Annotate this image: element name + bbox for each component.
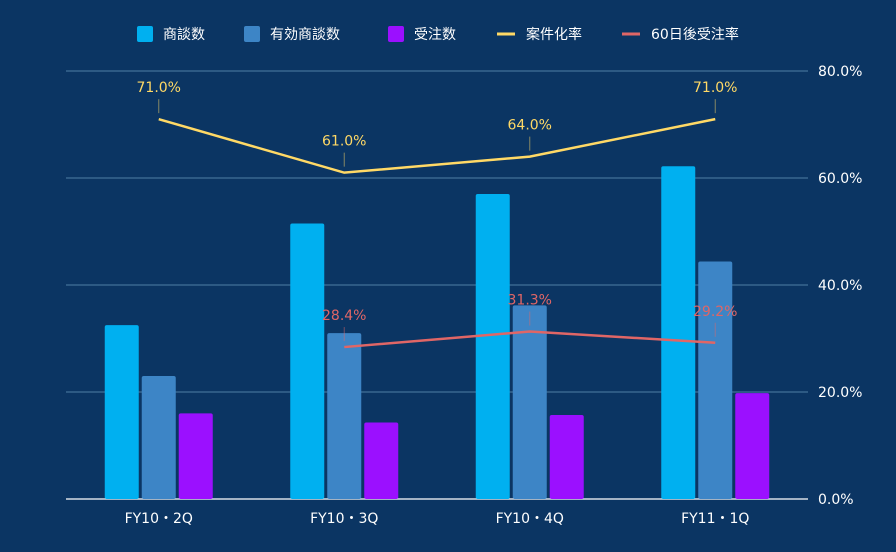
bar bbox=[475, 194, 510, 500]
y-axis-ticks: 0.0% 20.0% 40.0% 60.0% 80.0% bbox=[818, 64, 862, 508]
data-label: 71.0% bbox=[137, 80, 181, 96]
bar bbox=[661, 166, 696, 500]
legend-item[interactable]: 商談数 bbox=[137, 26, 205, 43]
bar bbox=[290, 223, 325, 499]
x-tick-label: FY10・4Q bbox=[496, 511, 564, 527]
data-label: 64.0% bbox=[508, 118, 552, 134]
bar bbox=[104, 325, 139, 499]
legend-label: 受注数 bbox=[414, 27, 456, 43]
legend-label: 60日後受注率 bbox=[651, 26, 739, 43]
legend-label: 商談数 bbox=[163, 27, 205, 43]
bar bbox=[698, 261, 733, 499]
legend[interactable]: 商談数 有効商談数 受注数 案件化率 60日後受注率 bbox=[137, 26, 739, 43]
x-tick-label: FY10・2Q bbox=[125, 511, 193, 527]
x-tick-label: FY10・3Q bbox=[310, 511, 378, 527]
bar bbox=[735, 393, 770, 499]
data-label: 31.3% bbox=[508, 293, 552, 309]
gridlines bbox=[66, 70, 808, 500]
legend-swatch bbox=[244, 26, 260, 42]
legend-label: 有効商談数 bbox=[270, 27, 340, 43]
data-label: 29.2% bbox=[693, 304, 737, 320]
data-label: 71.0% bbox=[693, 80, 737, 96]
bar bbox=[141, 375, 176, 499]
y-tick-label: 20.0% bbox=[818, 385, 862, 401]
series-line bbox=[158, 117, 716, 174]
bar bbox=[178, 413, 213, 499]
series-line bbox=[344, 330, 716, 349]
legend-item[interactable]: 60日後受注率 bbox=[622, 26, 739, 43]
legend-item[interactable]: 有効商談数 bbox=[244, 26, 340, 43]
data-label: 61.0% bbox=[322, 134, 366, 150]
legend-item[interactable]: 案件化率 bbox=[497, 26, 582, 43]
y-tick-label: 40.0% bbox=[818, 278, 862, 294]
x-tick-label: FY11・1Q bbox=[681, 511, 749, 527]
bar bbox=[549, 415, 584, 499]
y-tick-label: 60.0% bbox=[818, 171, 862, 187]
legend-swatch bbox=[137, 26, 153, 42]
x-axis-ticks: FY10・2Q FY10・3Q FY10・4Q FY11・1Q bbox=[125, 511, 750, 527]
data-labels: 71.0% 61.0% 64.0% 71.0% 28.4% 31.3% 29.2% bbox=[137, 80, 737, 342]
lines bbox=[158, 117, 716, 349]
bar bbox=[327, 333, 362, 499]
data-label: 28.4% bbox=[322, 308, 366, 324]
y-tick-label: 80.0% bbox=[818, 64, 862, 80]
bar bbox=[512, 305, 547, 499]
y-tick-label: 0.0% bbox=[818, 492, 854, 508]
legend-item[interactable]: 受注数 bbox=[388, 26, 456, 43]
bars bbox=[104, 166, 770, 500]
legend-swatch bbox=[388, 26, 404, 42]
legend-label: 案件化率 bbox=[526, 26, 582, 43]
bar bbox=[364, 422, 399, 499]
